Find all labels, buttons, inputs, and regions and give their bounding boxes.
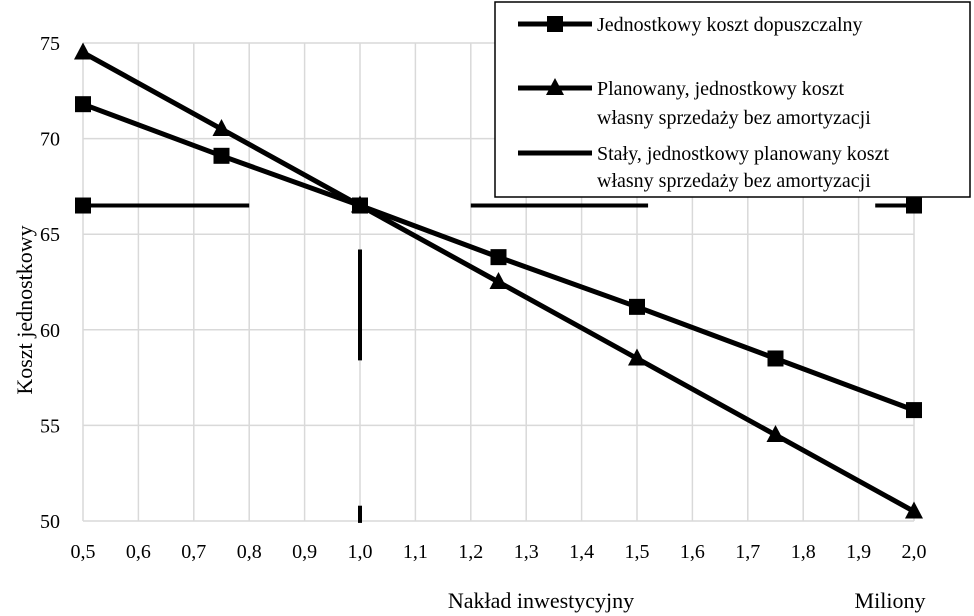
series-2-point xyxy=(212,119,231,137)
legend-label-2b: własny sprzedaży bez amortyzacji xyxy=(597,107,871,129)
legend-label-3a: Stały, jednostkowy planowany koszt xyxy=(597,143,889,165)
legend-label-1: Jednostkowy koszt dopuszczalny xyxy=(597,14,863,36)
series-2-point xyxy=(766,424,785,442)
legend-label-2a: Planowany, jednostkowy koszt xyxy=(597,78,844,100)
y-tick-label: 70 xyxy=(40,129,60,151)
y-tick-label: 65 xyxy=(40,224,60,246)
series xyxy=(74,42,923,523)
series-3-point xyxy=(906,197,922,214)
y-tick-label: 60 xyxy=(40,320,60,342)
legend-item-2: Planowany, jednostkowy koszt własny sprz… xyxy=(518,78,871,129)
series-1-point xyxy=(75,96,91,113)
y-tick-label: 75 xyxy=(40,33,60,55)
x-tick-label: 1,9 xyxy=(846,541,871,563)
legend-triangle-marker xyxy=(546,78,564,95)
series-2-point xyxy=(489,272,508,289)
x-tick-label: 1,7 xyxy=(735,541,760,563)
series-1-point xyxy=(490,249,507,266)
x-tick-label: 0,9 xyxy=(292,541,317,563)
series-1-point xyxy=(767,350,784,367)
series-1-point xyxy=(352,197,368,214)
y-axis-title: Koszt jednostkowy xyxy=(12,225,37,394)
legend-item-1: Jednostkowy koszt dopuszczalny xyxy=(518,14,863,36)
legend-square-marker xyxy=(547,16,563,32)
series-3-point xyxy=(75,197,91,214)
y-axis-ticks: 50 55 60 65 70 75 xyxy=(40,33,60,533)
series-2-point xyxy=(74,42,92,60)
series-1-point xyxy=(213,147,230,164)
series-1-point xyxy=(629,298,645,315)
x-tick-label: 1,6 xyxy=(680,541,705,563)
y-tick-label: 55 xyxy=(40,415,60,437)
series-2-point xyxy=(628,348,646,366)
x-tick-label: 0,7 xyxy=(181,541,206,563)
x-axis-title: Nakład inwestycyjny xyxy=(448,588,634,613)
x-axis-ticks: 0,5 0,6 0,7 0,8 0,9 1,0 1,1 1,2 1,3 1,4 1,5 1,6 1,7 1… xyxy=(71,541,927,563)
x-tick-label: 1,8 xyxy=(791,541,816,563)
x-tick-label: 0,6 xyxy=(126,541,151,563)
series-1-point xyxy=(906,402,922,419)
x-tick-label: 1,2 xyxy=(458,541,483,563)
y-tick-label: 50 xyxy=(40,511,60,533)
x-tick-label: 2,0 xyxy=(902,541,927,563)
x-tick-label: 1,3 xyxy=(514,541,539,563)
x-tick-label: 1,4 xyxy=(569,541,594,563)
legend-item-3: Stały, jednostkowy planowany koszt własn… xyxy=(518,143,889,192)
x-tick-label: 0,8 xyxy=(237,541,262,563)
legend-box xyxy=(494,1,971,198)
x-tick-label: 1,1 xyxy=(403,541,428,563)
x-axis-unit-label: Miliony xyxy=(855,588,926,613)
x-tick-label: 1,5 xyxy=(625,541,650,563)
legend: Jednostkowy koszt dopuszczalny Planowany… xyxy=(494,1,971,198)
x-tick-label: 1,0 xyxy=(348,541,373,563)
x-tick-label: 0,5 xyxy=(71,541,96,563)
series-2-point xyxy=(905,501,923,519)
legend-label-3b: własny sprzedaży bez amortyzacji xyxy=(597,170,871,192)
